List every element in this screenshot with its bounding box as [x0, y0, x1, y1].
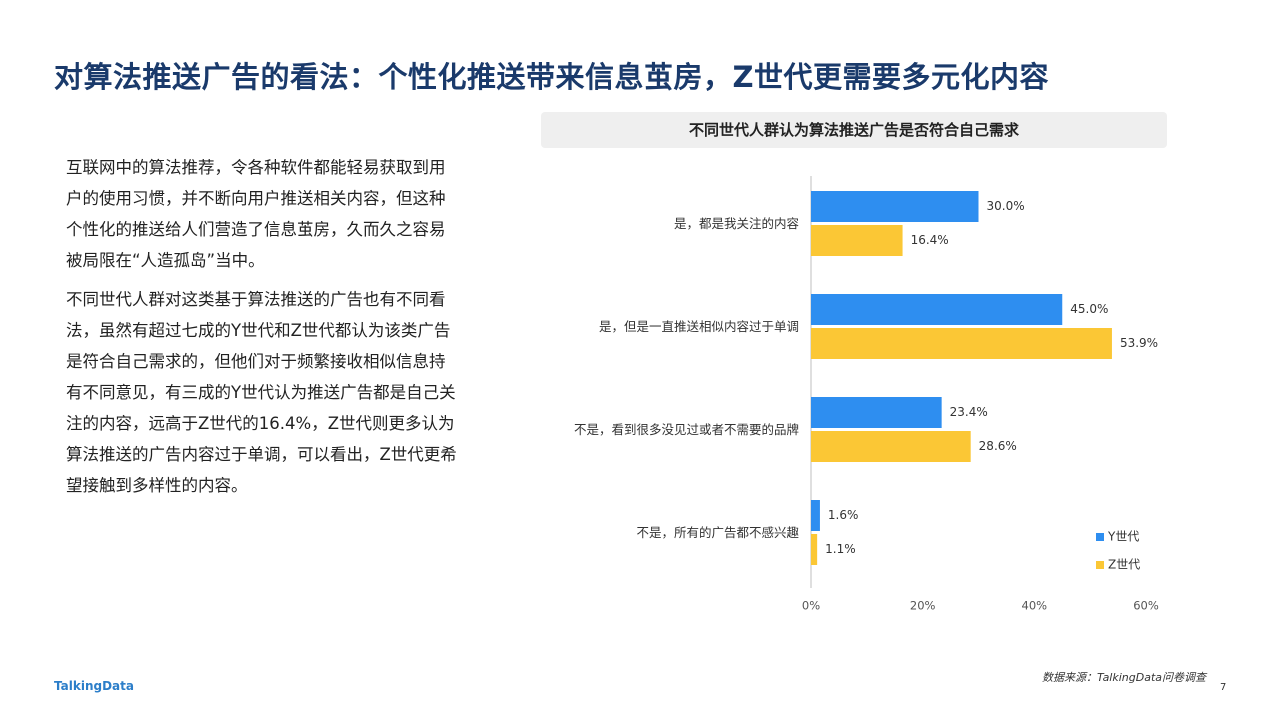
- bar-z-gen: [811, 534, 818, 565]
- data-label: 45.0%: [1070, 302, 1108, 316]
- bar-y-gen: [811, 397, 942, 428]
- bar-y-gen: [811, 500, 820, 531]
- page-title: 对算法推送广告的看法：个性化推送带来信息茧房，Z世代更需要多元化内容: [54, 60, 1050, 94]
- category-label: 是，但是一直推送相似内容过于单调: [599, 319, 799, 334]
- chart-title: 不同世代人群认为算法推送广告是否符合自己需求: [541, 112, 1167, 148]
- x-tick-label: 20%: [910, 599, 936, 613]
- category-label: 是，都是我关注的内容: [674, 216, 799, 231]
- talkingdata-logo: TalkingData: [54, 679, 134, 693]
- data-label: 53.9%: [1120, 336, 1158, 350]
- legend-label: Y世代: [1107, 530, 1139, 544]
- data-source: 数据来源：TalkingData问卷调查: [1042, 671, 1207, 684]
- data-label: 30.0%: [987, 199, 1025, 213]
- bar-z-gen: [811, 328, 1112, 359]
- paragraph-intro: 互联网中的算法推荐，令各种软件都能轻易获取到用户的使用习惯，并不断向用户推送相关…: [66, 158, 446, 270]
- page-number: 7: [1220, 682, 1227, 693]
- paragraph-analysis: 不同世代人群对这类基于算法推送的广告也有不同看法，虽然有超过七成的Y世代和Z世代…: [66, 290, 457, 495]
- bar-z-gen: [811, 431, 971, 462]
- data-label: 28.6%: [979, 439, 1017, 453]
- x-tick-label: 40%: [1022, 599, 1048, 613]
- category-label: 不是，所有的广告都不感兴趣: [636, 525, 799, 540]
- x-tick-label: 60%: [1133, 599, 1159, 613]
- data-label: 23.4%: [950, 405, 988, 419]
- bar-y-gen: [811, 191, 979, 222]
- x-tick-label: 0%: [802, 599, 820, 613]
- bar-y-gen: [811, 294, 1063, 325]
- data-label: 16.4%: [911, 233, 949, 247]
- body-text: 互联网中的算法推荐，令各种软件都能轻易获取到用户的使用习惯，并不断向用户推送相关…: [66, 152, 458, 509]
- legend-swatch: [1096, 561, 1104, 569]
- legend-label: Z世代: [1108, 558, 1140, 572]
- bar-chart: 是，都是我关注的内容 30.0% 16.4% 是，但是一直推送相似内容过于单调 45.0…: [574, 176, 1159, 613]
- category-label: 不是，看到很多没见过或者不需要的品牌: [574, 422, 799, 437]
- legend-swatch: [1096, 533, 1104, 541]
- bar-z-gen: [811, 225, 903, 256]
- data-label: 1.1%: [825, 542, 856, 556]
- data-label: 1.6%: [828, 508, 859, 522]
